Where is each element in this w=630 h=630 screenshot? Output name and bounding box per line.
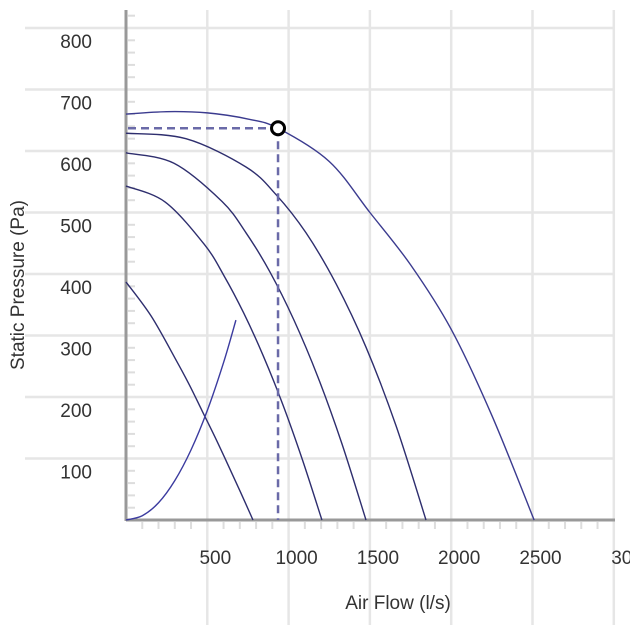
x-tick-label: 500 — [199, 548, 231, 569]
fan-curve-5 — [125, 281, 254, 521]
fan-curve-3 — [125, 152, 367, 521]
fan-curve-4 — [125, 185, 323, 521]
y-tick-label: 400 — [60, 278, 92, 299]
y-tick-label: 200 — [60, 401, 92, 422]
fan-curve-2 — [125, 132, 427, 521]
minor-ticks — [128, 14, 599, 529]
fan-curve-1 — [125, 110, 535, 521]
x-tick-label: 1500 — [357, 548, 399, 569]
system-curve — [125, 319, 237, 521]
y-tick-label: 800 — [60, 32, 92, 53]
y-tick-label: 100 — [60, 463, 92, 484]
operating-point-marker — [270, 120, 287, 137]
x-tick-label: 2000 — [438, 548, 480, 569]
y-tick-label: 600 — [60, 155, 92, 176]
x-axis-title: Air Flow (l/s) — [345, 593, 451, 614]
y-tick-label: 700 — [60, 94, 92, 115]
grid — [25, 10, 616, 625]
x-tick-label: 2500 — [519, 548, 561, 569]
y-tick-label: 300 — [60, 340, 92, 361]
y-axis-title: Static Pressure (Pa) — [8, 200, 29, 370]
x-tick-label: 30 — [611, 548, 630, 569]
y-tick-label: 500 — [60, 217, 92, 238]
x-tick-label: 1000 — [275, 548, 317, 569]
